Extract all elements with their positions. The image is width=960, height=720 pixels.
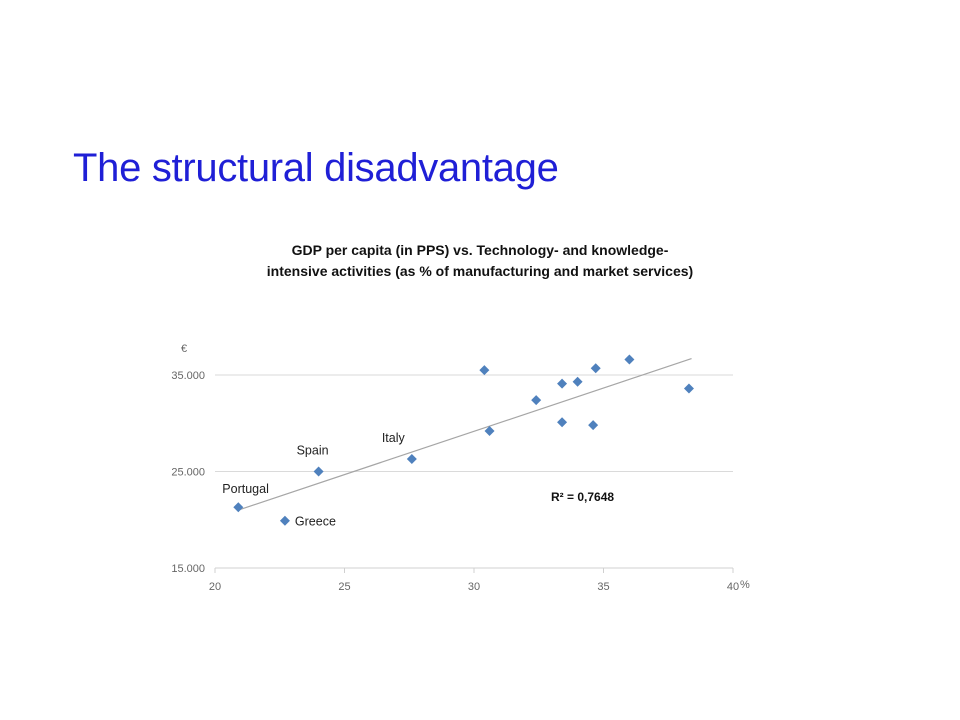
data-point: [279, 515, 290, 526]
data-point: [233, 502, 244, 513]
data-point: [531, 395, 542, 406]
data-points: [233, 354, 694, 526]
point-label: Spain: [297, 444, 329, 458]
point-label: Greece: [295, 515, 336, 529]
point-labels: Portugal Greece Spain Italy: [222, 431, 405, 529]
x-tick-label: 25: [338, 581, 350, 593]
trendline: [238, 358, 692, 511]
data-point: [479, 365, 490, 376]
y-tick-label: 15.000: [171, 563, 205, 575]
x-tick-label: 20: [209, 581, 221, 593]
x-tick-label: 40: [727, 581, 739, 593]
data-point: [557, 378, 568, 389]
data-point: [683, 383, 694, 394]
data-point: [590, 363, 601, 374]
data-point: [406, 453, 417, 464]
x-axis-ticks: 20 25 30 35 40: [209, 568, 739, 593]
data-point: [557, 417, 568, 428]
x-tick-label: 35: [597, 581, 609, 593]
chart-title-line-1: GDP per capita (in PPS) vs. Technology- …: [291, 242, 669, 258]
data-point: [572, 376, 583, 387]
r-squared-label: R² = 0,7648: [551, 490, 614, 504]
point-label: Portugal: [222, 482, 269, 496]
gridlines: [215, 374, 733, 472]
y-axis-ticks: 15.000 25.000 35.000: [171, 370, 205, 575]
chart-title: GDP per capita (in PPS) vs. Technology- …: [215, 240, 745, 282]
x-axis-unit-label: %: [740, 579, 750, 591]
data-point: [588, 420, 599, 431]
y-tick-label: 25.000: [171, 467, 205, 479]
y-tick-label: 35.000: [171, 370, 205, 382]
chart-title-line-2: intensive activities (as % of manufactur…: [266, 263, 694, 279]
data-point: [484, 425, 495, 436]
data-point: [624, 354, 635, 365]
point-label: Italy: [382, 431, 406, 445]
data-point: [313, 466, 324, 477]
y-axis-unit-label: €: [181, 343, 187, 355]
x-tick-label: 30: [468, 581, 480, 593]
slide-title: The structural disadvantage: [73, 146, 559, 190]
